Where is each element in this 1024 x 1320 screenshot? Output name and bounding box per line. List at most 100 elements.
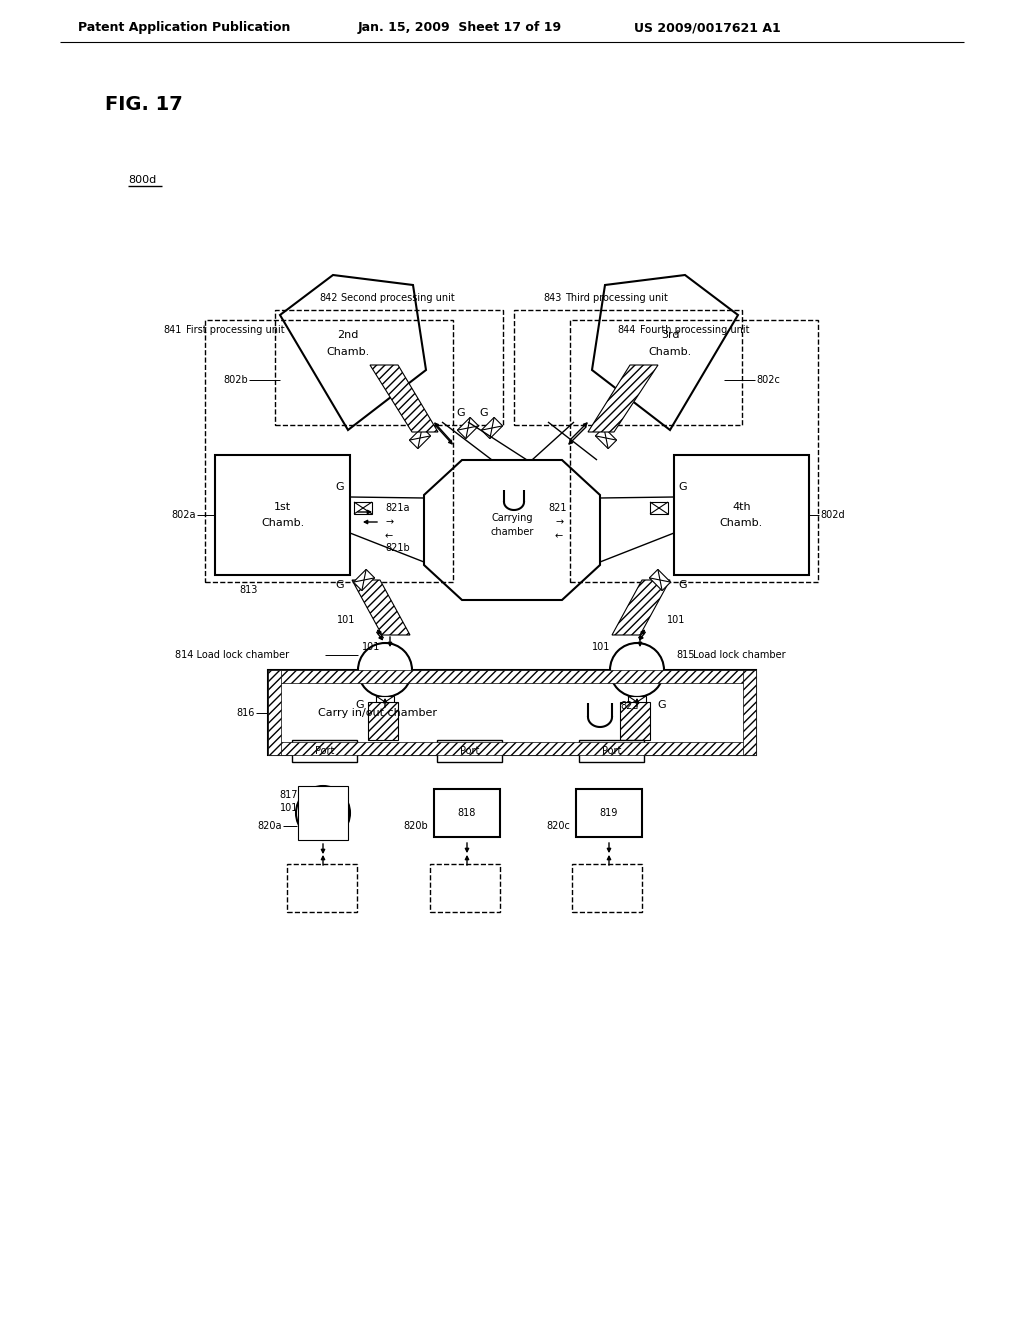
Text: 816: 816 <box>237 708 255 718</box>
Text: →: → <box>385 517 393 527</box>
Text: G: G <box>479 408 488 418</box>
Polygon shape <box>649 569 671 590</box>
Polygon shape <box>458 417 478 438</box>
Polygon shape <box>612 579 670 635</box>
Bar <box>268 671 281 755</box>
Text: 101: 101 <box>592 642 610 652</box>
Text: G: G <box>679 482 687 492</box>
Text: 820a: 820a <box>257 821 282 832</box>
Text: Second processing unit: Second processing unit <box>341 293 455 304</box>
Bar <box>292 741 357 762</box>
Text: Carry in/out chamber: Carry in/out chamber <box>318 708 437 718</box>
Text: 841: 841 <box>164 325 182 335</box>
Text: 101: 101 <box>337 615 355 624</box>
Text: 814 Load lock chamber: 814 Load lock chamber <box>175 649 289 660</box>
Text: 101: 101 <box>280 803 298 813</box>
Bar <box>674 455 809 576</box>
Text: Jan. 15, 2009  Sheet 17 of 19: Jan. 15, 2009 Sheet 17 of 19 <box>358 21 562 34</box>
Text: 802a: 802a <box>171 510 196 520</box>
Polygon shape <box>620 702 650 741</box>
Bar <box>430 865 500 912</box>
Bar <box>579 741 644 762</box>
Text: Port: Port <box>460 746 479 756</box>
Text: US 2009/0017621 A1: US 2009/0017621 A1 <box>634 21 780 34</box>
Text: 3rd: 3rd <box>660 330 679 341</box>
Text: 802d: 802d <box>820 510 845 520</box>
Polygon shape <box>368 702 398 741</box>
Text: G: G <box>657 700 667 710</box>
Bar <box>572 865 642 912</box>
Text: Third processing unit: Third processing unit <box>565 293 668 304</box>
Bar <box>575 789 642 837</box>
Bar <box>437 741 502 762</box>
Text: Fourth processing unit: Fourth processing unit <box>640 325 750 335</box>
Text: 818: 818 <box>458 808 476 818</box>
Text: 843: 843 <box>544 293 562 304</box>
Text: chamber: chamber <box>490 527 534 537</box>
Circle shape <box>358 643 412 697</box>
Polygon shape <box>376 696 394 708</box>
Text: →: → <box>555 517 563 527</box>
Polygon shape <box>370 366 438 432</box>
Bar <box>275 310 503 425</box>
Polygon shape <box>280 275 426 430</box>
Text: 842: 842 <box>319 293 338 304</box>
Circle shape <box>610 643 664 697</box>
Text: Carrying: Carrying <box>492 513 532 523</box>
Text: G: G <box>336 482 344 492</box>
Text: G: G <box>679 579 687 590</box>
Polygon shape <box>352 579 410 635</box>
Polygon shape <box>410 428 431 449</box>
Polygon shape <box>354 502 372 513</box>
Text: 817: 817 <box>280 789 298 800</box>
Bar <box>298 785 348 840</box>
Text: 820c: 820c <box>546 821 570 832</box>
Text: 101: 101 <box>362 642 380 652</box>
Text: Chamb.: Chamb. <box>648 347 691 356</box>
Polygon shape <box>481 417 503 438</box>
Text: 815: 815 <box>676 649 694 660</box>
Text: Chamb.: Chamb. <box>720 517 763 528</box>
Polygon shape <box>424 459 600 601</box>
Text: 821: 821 <box>548 503 566 513</box>
Text: 802b: 802b <box>223 375 248 385</box>
Text: FIG. 17: FIG. 17 <box>105 95 182 115</box>
Polygon shape <box>650 502 668 513</box>
Polygon shape <box>592 275 738 430</box>
Text: 821b: 821b <box>385 543 410 553</box>
Bar <box>743 671 756 755</box>
Text: Chamb.: Chamb. <box>327 347 370 356</box>
Bar <box>570 319 818 582</box>
Text: First processing unit: First processing unit <box>186 325 285 335</box>
Text: Load lock chamber: Load lock chamber <box>693 649 785 660</box>
Text: 821a: 821a <box>385 503 410 513</box>
Text: 1st: 1st <box>274 502 291 512</box>
Text: Port: Port <box>602 746 622 756</box>
Bar <box>215 455 350 576</box>
Bar <box>268 742 756 755</box>
Text: 819: 819 <box>600 808 618 818</box>
Text: Patent Application Publication: Patent Application Publication <box>78 21 291 34</box>
Text: ←: ← <box>385 531 393 541</box>
Bar <box>434 789 500 837</box>
Circle shape <box>296 785 350 840</box>
Text: Chamb.: Chamb. <box>261 517 304 528</box>
Bar <box>205 319 453 582</box>
Bar <box>287 865 357 912</box>
Polygon shape <box>628 696 646 708</box>
Bar <box>514 310 742 425</box>
Text: 844: 844 <box>617 325 636 335</box>
Text: G: G <box>457 408 465 418</box>
Text: Port: Port <box>314 746 334 756</box>
Bar <box>268 671 756 682</box>
Text: 822: 822 <box>620 701 639 711</box>
Text: 813: 813 <box>240 585 258 595</box>
Text: ←: ← <box>555 531 563 541</box>
Text: 802c: 802c <box>756 375 780 385</box>
Polygon shape <box>595 428 616 449</box>
Polygon shape <box>353 569 375 590</box>
Text: 4th: 4th <box>732 502 751 512</box>
Text: 820b: 820b <box>403 821 428 832</box>
Text: 2nd: 2nd <box>337 330 358 341</box>
Text: 800d: 800d <box>128 176 157 185</box>
